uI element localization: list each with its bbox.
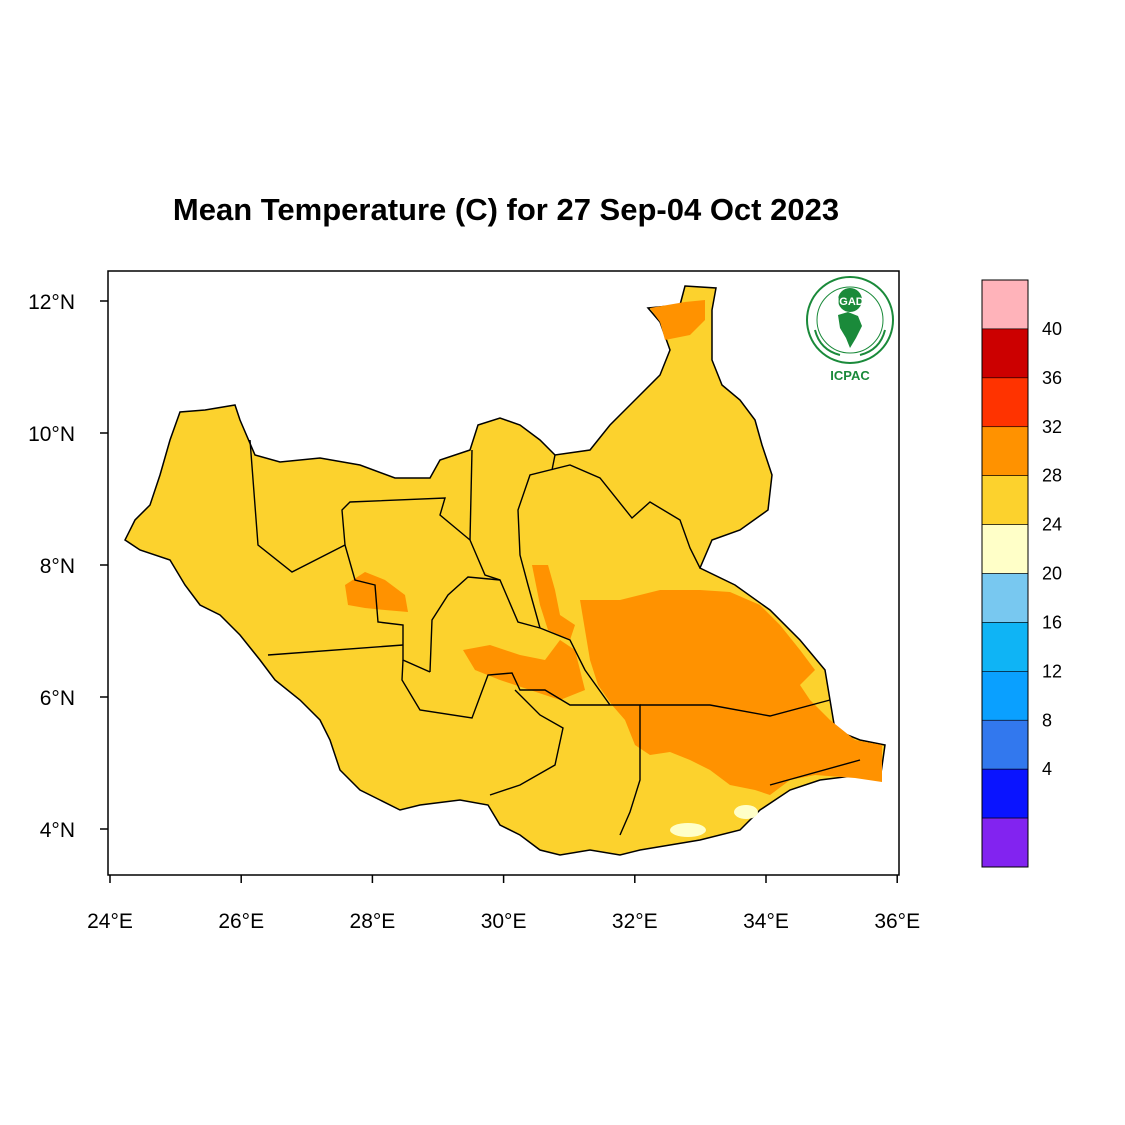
colorbar-segment — [981, 622, 1029, 672]
colorbar-segment — [981, 671, 1029, 721]
colorbar-segment — [981, 573, 1029, 623]
y-tick-label: 6°N — [40, 687, 75, 710]
cool-patch-south — [670, 823, 706, 837]
x-tick-label: 32°E — [612, 910, 658, 933]
colorbar-segment — [981, 817, 1029, 868]
colorbar-label: 28 — [1042, 466, 1062, 486]
x-tick-label: 28°E — [350, 910, 396, 933]
y-tick-label: 4°N — [40, 819, 75, 842]
x-axis: 24°E 26°E 28°E 30°E 32°E 34°E 36°E — [87, 875, 920, 933]
colorbar-segment — [981, 279, 1029, 330]
x-tick-label: 34°E — [743, 910, 789, 933]
cool-patch-southeast — [734, 805, 758, 819]
africa-icon — [838, 312, 862, 348]
colorbar-segment — [981, 475, 1029, 525]
colorbar-segment — [981, 377, 1029, 428]
colorbar-label: 36 — [1042, 368, 1062, 388]
x-tick-label: 36°E — [874, 910, 920, 933]
colorbar-frame — [981, 279, 1029, 868]
colorbar-label: 8 — [1042, 710, 1052, 730]
colorbar-segment — [981, 768, 1029, 819]
y-axis: 12°N 10°N 8°N 6°N 4°N — [28, 291, 108, 842]
x-tick-label: 26°E — [218, 910, 264, 933]
colorbar-label: 4 — [1042, 759, 1052, 779]
map-title: Mean Temperature (C) for 27 Sep-04 Oct 2… — [172, 192, 840, 227]
warm-areas — [345, 300, 882, 795]
y-tick-label: 8°N — [40, 555, 75, 578]
colorbar-segment — [981, 426, 1029, 476]
colorbar-segment — [981, 719, 1029, 770]
colorbar-segment — [981, 524, 1029, 574]
igad-icpac-logo: IGAD ICPAC — [806, 276, 894, 383]
logo-igad-text: IGAD — [836, 296, 864, 308]
x-tick-label: 30°E — [481, 910, 527, 933]
y-tick-label: 12°N — [28, 291, 75, 314]
state-boundaries — [249, 439, 861, 836]
warm-area-east — [580, 590, 882, 795]
colorbar-label: 24 — [1042, 515, 1062, 535]
warm-area-central-b — [532, 565, 575, 640]
colorbar-label: 32 — [1042, 417, 1062, 437]
colorbar-label: 16 — [1042, 612, 1062, 632]
colorbar-label: 40 — [1042, 319, 1062, 339]
colorbar-label: 20 — [1042, 564, 1062, 584]
logo-icpac-text: ICPAC — [830, 368, 870, 383]
x-tick-label: 24°E — [87, 910, 133, 933]
warm-area-central-a — [463, 640, 585, 700]
cool-areas — [670, 805, 758, 837]
warm-area-north — [650, 300, 705, 340]
y-tick-label: 10°N — [28, 423, 75, 446]
colorbar-label: 12 — [1042, 661, 1062, 681]
colorbar-segment — [981, 328, 1029, 379]
colorbar: 40 36 32 28 24 20 16 12 8 4 — [981, 279, 1062, 868]
